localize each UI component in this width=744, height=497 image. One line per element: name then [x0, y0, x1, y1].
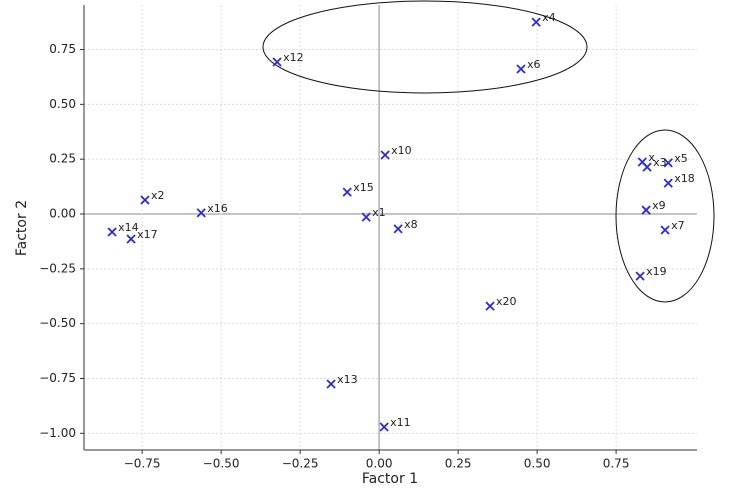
x-tick-label: 0.50	[524, 457, 551, 471]
point	[126, 234, 136, 244]
point	[272, 57, 282, 67]
point	[380, 150, 390, 160]
point	[516, 64, 526, 74]
point	[531, 17, 541, 27]
x-axis-label: Factor 1	[362, 471, 418, 487]
y-tick-label: −0.25	[39, 261, 76, 275]
point-label: x8	[404, 218, 418, 231]
point-label: x13	[337, 373, 358, 386]
cluster-ellipse	[615, 129, 715, 303]
y-tick-label: −1.00	[39, 426, 76, 440]
point-label: x18	[674, 172, 695, 185]
point-label: x9	[652, 199, 666, 212]
point-label: x14	[118, 221, 139, 234]
y-tick-label: 0.25	[49, 152, 76, 166]
x-tick-label: −0.25	[282, 457, 319, 471]
point	[107, 227, 117, 237]
x-tick-label: 0.75	[603, 457, 630, 471]
point	[379, 422, 389, 432]
x-tick-label: −0.75	[124, 457, 161, 471]
cluster-ellipse	[262, 0, 588, 94]
point	[641, 205, 651, 215]
point-label: x7	[671, 219, 685, 232]
point-label: x2	[151, 189, 165, 202]
point	[342, 187, 352, 197]
point-label: x12	[283, 51, 304, 64]
point	[485, 301, 495, 311]
x-tick-label: 0.00	[366, 457, 393, 471]
point	[140, 195, 150, 205]
point-label: x4	[542, 11, 556, 24]
point	[663, 178, 673, 188]
point	[660, 225, 670, 235]
x-tick-label: 0.25	[445, 457, 472, 471]
y-axis-label: Factor 2	[14, 200, 30, 256]
point	[635, 271, 645, 281]
y-tick-label: 0.75	[49, 42, 76, 56]
point	[663, 158, 673, 168]
y-tick-label: −0.75	[39, 371, 76, 385]
point-label: x5	[674, 152, 688, 165]
point-label: x19	[646, 265, 667, 278]
point	[361, 212, 371, 222]
y-tick-label: 0.50	[49, 97, 76, 111]
point-label: x10	[391, 144, 412, 157]
point-label: x20	[496, 295, 517, 308]
point-label: x15	[353, 181, 374, 194]
point	[393, 224, 403, 234]
point-label: x16	[207, 202, 228, 215]
point-label: x1	[372, 206, 386, 219]
y-tick-label: −0.50	[39, 316, 76, 330]
y-tick-label: 0.00	[49, 207, 76, 221]
x-tick-label: −0.50	[203, 457, 240, 471]
point-label: x6	[527, 58, 541, 71]
point	[326, 379, 336, 389]
point-label: x17	[137, 228, 158, 241]
point-label: x11	[390, 416, 411, 429]
point	[642, 162, 652, 172]
point-label: x	[648, 151, 655, 164]
point-label: x3	[653, 156, 667, 169]
point	[196, 208, 206, 218]
